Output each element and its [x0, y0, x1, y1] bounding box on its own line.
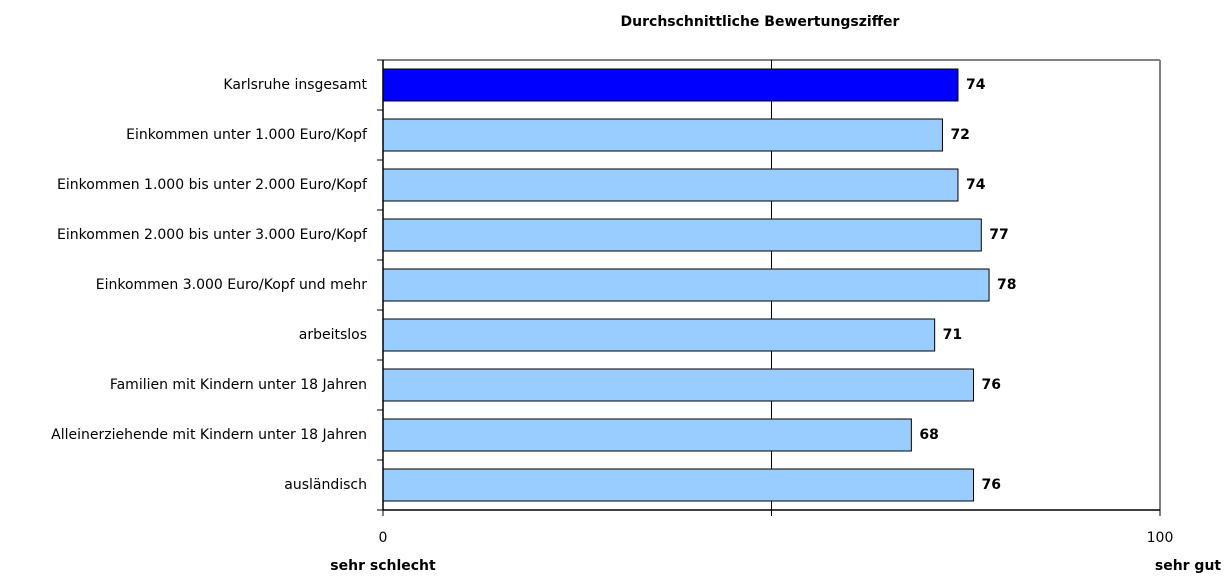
bar — [382, 268, 990, 302]
data-label: 68 — [919, 427, 938, 443]
data-label: 77 — [989, 227, 1008, 243]
bar — [382, 318, 936, 352]
bar — [382, 68, 959, 102]
y-tick-label: Einkommen unter 1.000 Euro/Kopf — [126, 127, 368, 143]
y-tick-label: Einkommen 2.000 bis unter 3.000 Euro/Kop… — [57, 227, 368, 243]
data-label: 72 — [950, 127, 969, 143]
y-tick-label: Karlsruhe insgesamt — [223, 77, 367, 93]
bar — [382, 168, 959, 202]
x-tick-label: 100 — [1147, 530, 1174, 546]
data-label: 74 — [966, 177, 986, 193]
bar — [382, 218, 982, 252]
data-label: 78 — [997, 277, 1016, 293]
y-tick-label: Alleinerziehende mit Kindern unter 18 Ja… — [51, 427, 367, 443]
x-end-label: sehr gut — [1155, 558, 1222, 574]
data-label: 74 — [966, 77, 986, 93]
y-tick-label: arbeitslos — [299, 327, 367, 343]
y-tick-label: Familien mit Kindern unter 18 Jahren — [110, 377, 367, 393]
x-tick-label: 0 — [379, 530, 388, 546]
data-label: 76 — [982, 477, 1001, 493]
y-tick-label: Einkommen 3.000 Euro/Kopf und mehr — [96, 277, 367, 293]
y-tick-label: Einkommen 1.000 bis unter 2.000 Euro/Kop… — [57, 177, 368, 193]
bar — [382, 418, 912, 452]
y-tick-label: ausländisch — [284, 477, 367, 493]
bar — [382, 118, 943, 152]
data-label: 71 — [943, 327, 962, 343]
data-label: 76 — [982, 377, 1001, 393]
bar — [382, 468, 975, 502]
x-end-label: sehr schlecht — [330, 558, 436, 574]
chart-title: Durchschnittliche Bewertungsziffer — [621, 14, 900, 30]
bar — [382, 368, 975, 402]
